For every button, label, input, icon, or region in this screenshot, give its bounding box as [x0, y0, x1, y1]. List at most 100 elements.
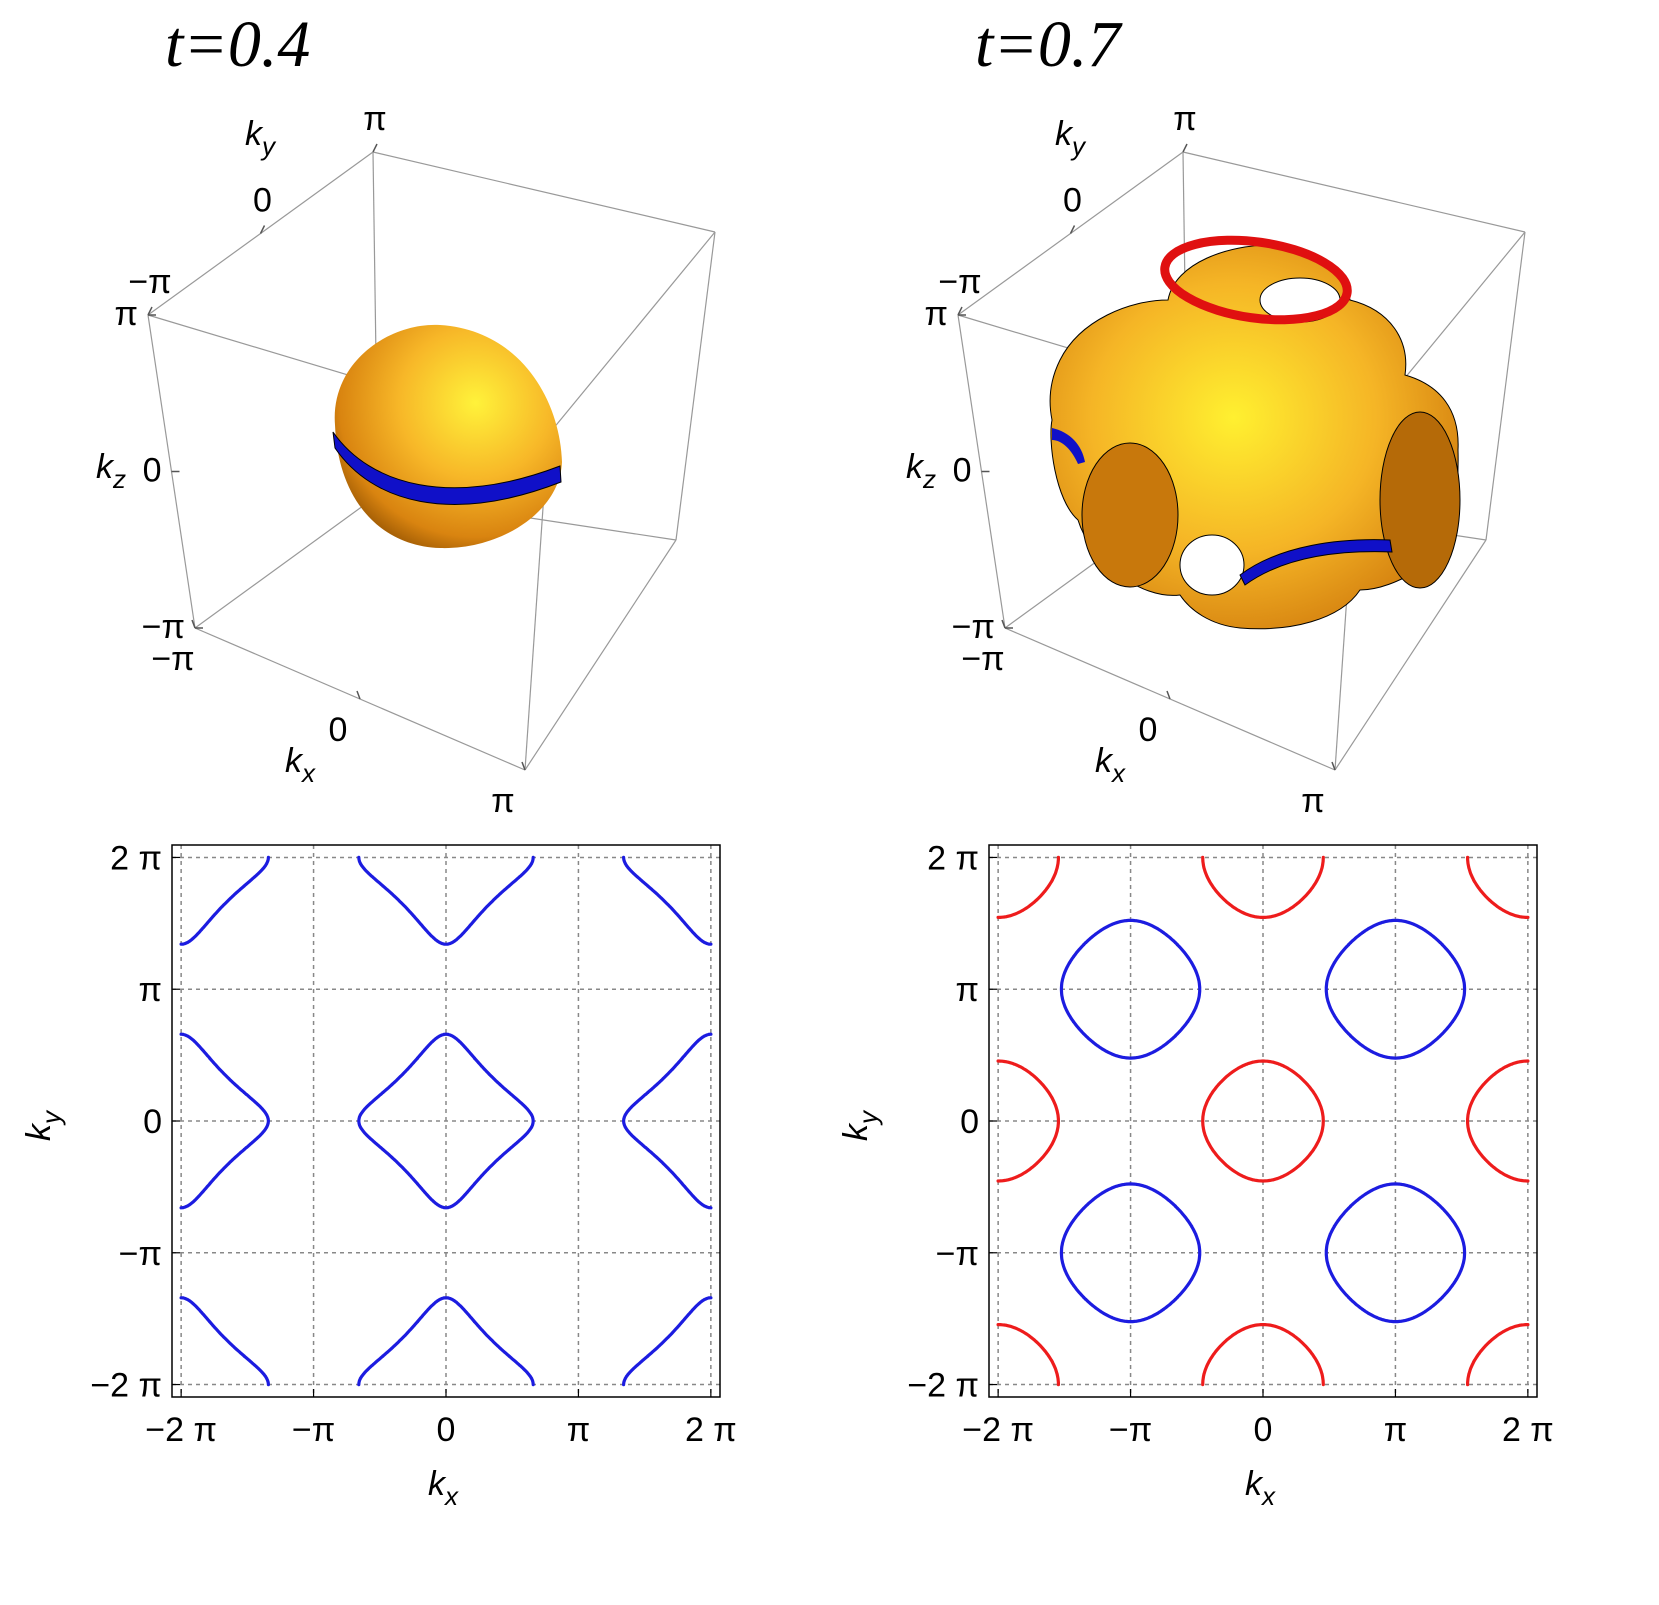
tick-label: π [925, 295, 948, 333]
tick-label: −π [952, 608, 995, 646]
y-tick-label: 2 π [110, 839, 162, 877]
surface-band [1052, 428, 1085, 464]
axis-label-subscript: z [112, 464, 126, 494]
tick-label: π [1301, 782, 1324, 820]
axis-label: kz [96, 448, 126, 494]
plot-frame [988, 844, 1538, 1398]
y-tick-label: 0 [143, 1103, 162, 1141]
axis-label-subscript: x [443, 1481, 459, 1511]
axis-label: kx [428, 1465, 459, 1511]
tick-label: 0 [329, 711, 348, 749]
axis-label-subscript: y [1070, 131, 1087, 161]
box-edge [372, 151, 716, 233]
axis-label-symbol: k [428, 1465, 447, 1503]
x-tick-label: 0 [437, 1411, 456, 1449]
surface-band [332, 431, 562, 505]
tick-mark [372, 143, 378, 153]
axis-label: ky [20, 1109, 66, 1141]
tick-label: −π [142, 608, 185, 646]
tick-label: 0 [1139, 711, 1158, 749]
tube-end [1081, 442, 1179, 588]
tick-mark [1166, 690, 1171, 700]
y-tick-label: −2 π [907, 1367, 979, 1405]
tick-label: 0 [143, 452, 162, 490]
axis-label-subscript: x [300, 758, 316, 788]
x-tick-label: 2 π [685, 1411, 737, 1449]
tick-mark [957, 306, 963, 316]
axis-label: ky [1055, 115, 1087, 161]
axis-label-subscript: y [36, 1109, 66, 1126]
tube-end [1379, 411, 1461, 589]
tick-mark [259, 225, 266, 234]
plot-frame [171, 844, 721, 1398]
axis-label-symbol: k [906, 448, 925, 486]
box-edge [1334, 539, 1487, 771]
tick-mark [1001, 619, 1006, 629]
y-tick-label: −2 π [90, 1367, 162, 1405]
surface-band [1239, 539, 1393, 586]
x-tick-label: −2 π [145, 1411, 217, 1449]
panel-title: t=0.4 [165, 8, 310, 81]
tick-mark [521, 761, 526, 771]
tick-label: −π [961, 640, 1004, 678]
x-tick-label: −π [1109, 1411, 1152, 1449]
x-tick-label: 2 π [1502, 1411, 1554, 1449]
tick-label: π [363, 100, 386, 138]
x-tick-label: −2 π [962, 1411, 1034, 1449]
tick-label: 0 [953, 452, 972, 490]
y-tick-label: −π [936, 1235, 979, 1273]
axis-label-subscript: y [853, 1109, 883, 1126]
x-tick-label: π [567, 1411, 590, 1449]
surfaces [332, 235, 1461, 630]
y-tick-label: 2 π [927, 839, 979, 877]
axis-label-subscript: z [922, 464, 936, 494]
tick-mark [1182, 143, 1188, 153]
box-edge [547, 231, 716, 436]
axis-label-symbol: k [1245, 1465, 1264, 1503]
box-edge [524, 539, 677, 771]
axis-label-subscript: x [1110, 758, 1126, 788]
box-edge [1182, 151, 1526, 233]
axis-label-subscript: x [1260, 1481, 1276, 1511]
x-tick-label: 0 [1254, 1411, 1273, 1449]
contour-line [1059, 918, 1467, 1324]
axis-label: kx [285, 742, 316, 788]
surface [334, 324, 562, 549]
tick-label: 0 [1063, 182, 1082, 220]
x-tick-label: π [1384, 1411, 1407, 1449]
axis-label: ky [245, 115, 277, 161]
box-edge [1485, 231, 1526, 541]
tick-mark [1331, 761, 1336, 771]
tick-mark [147, 306, 153, 316]
tick-mark [191, 619, 196, 629]
tick-label: 0 [253, 182, 272, 220]
y-tick-label: −π [119, 1235, 162, 1273]
axis-label-symbol: k [285, 742, 304, 780]
y-tick-label: π [956, 971, 979, 1009]
axis-label: kx [1095, 742, 1126, 788]
box-edge [675, 231, 716, 541]
x-tick-label: −π [292, 1411, 335, 1449]
axis-label: kx [1245, 1465, 1276, 1511]
tick-label: π [1173, 100, 1196, 138]
hole [1179, 534, 1245, 596]
axis-label-symbol: k [96, 448, 115, 486]
axis-label-symbol: k [1095, 742, 1114, 780]
box-edge [194, 494, 379, 629]
surface-ring [1160, 235, 1352, 325]
tick-label: −π [151, 640, 194, 678]
contour-line [996, 855, 1530, 1387]
axis-label-symbol: k [20, 1122, 58, 1141]
axis-label-symbol: k [245, 115, 264, 153]
tick-mark [1069, 225, 1076, 234]
axis-label: kz [906, 448, 936, 494]
tick-mark [356, 690, 361, 700]
y-tick-label: 0 [960, 1103, 979, 1141]
axis-label-symbol: k [1055, 115, 1074, 153]
panel-title: t=0.7 [975, 8, 1123, 81]
axis-label-symbol: k [837, 1122, 875, 1141]
tick-label: −π [938, 263, 981, 301]
tick-label: π [115, 295, 138, 333]
contour-line [179, 855, 713, 1387]
